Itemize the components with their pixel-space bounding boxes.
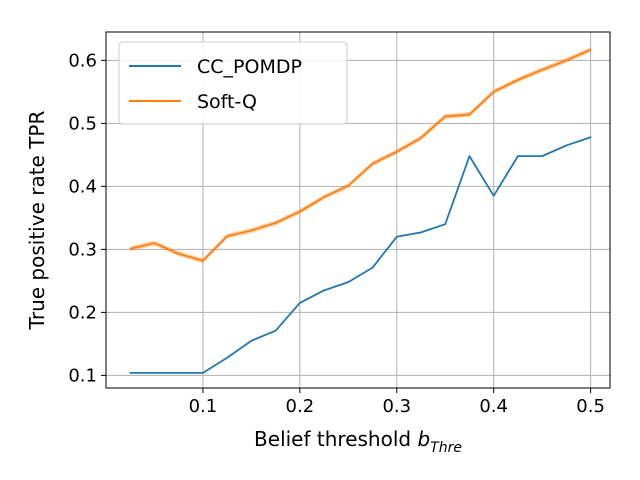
series-line-cc-pomdp: [130, 136, 591, 374]
data-point-cc-pomdp: [492, 195, 495, 197]
legend: CC_POMDP Soft-Q: [118, 41, 348, 125]
ticks: 0.1 0.2 0.3 0.4 0.5 0.1 0.2 0.3 0.4 0.5 0.6: [68, 50, 605, 417]
y-tick-label: 0.2: [68, 302, 97, 323]
x-tick-label: 0.2: [286, 396, 315, 417]
data-point-cc-pomdp: [177, 372, 180, 374]
data-point-soft-q: [177, 252, 180, 255]
legend-label-cc-pomdp: CC_POMDP: [197, 56, 302, 78]
data-point-soft-q: [299, 210, 301, 213]
data-point-soft-q: [323, 196, 325, 198]
data-point-cc-pomdp: [565, 144, 568, 147]
legend-box: [118, 41, 348, 125]
data-point-soft-q: [202, 259, 204, 262]
x-tick-label: 0.4: [479, 396, 508, 417]
y-tick-label: 0.4: [68, 176, 97, 197]
y-tick-label: 0.6: [68, 50, 97, 71]
y-axis-label: True positive rate TPR: [25, 111, 49, 331]
data-point-soft-q: [565, 59, 568, 62]
data-point-cc-pomdp: [323, 289, 325, 292]
data-point-soft-q: [226, 235, 228, 237]
data-point-cc-pomdp: [202, 372, 204, 374]
data-point-cc-pomdp: [371, 266, 374, 269]
x-axis-label: Belief threshold bThre: [254, 427, 462, 456]
series-line-soft-q: [130, 48, 591, 262]
data-point-cc-pomdp: [129, 372, 132, 374]
data-point-cc-pomdp: [153, 372, 156, 374]
x-tick-label: 0.1: [189, 396, 218, 417]
y-tick-label: 0.1: [68, 365, 97, 386]
data-point-soft-q: [468, 113, 471, 116]
data-point-cc-pomdp: [589, 136, 592, 139]
data-point-soft-q: [420, 137, 422, 139]
data-point-soft-q: [517, 79, 519, 81]
data-point-cc-pomdp: [468, 155, 471, 157]
data-point-cc-pomdp: [274, 329, 277, 332]
data-point-soft-q: [250, 229, 253, 232]
data-point-soft-q: [347, 184, 350, 187]
data-point-cc-pomdp: [299, 302, 301, 304]
data-point-cc-pomdp: [517, 155, 519, 157]
data-point-soft-q: [274, 222, 277, 224]
data-point-cc-pomdp: [395, 235, 398, 238]
data-point-soft-q: [371, 162, 374, 165]
data-point-soft-q: [395, 150, 398, 153]
data-point-cc-pomdp: [250, 339, 253, 342]
y-tick-label: 0.3: [68, 239, 97, 260]
data-point-cc-pomdp: [444, 223, 447, 225]
data-point-soft-q: [541, 69, 543, 71]
x-axis-symbol: b: [417, 427, 430, 451]
data-point-soft-q: [589, 48, 592, 51]
x-tick-label: 0.3: [382, 396, 411, 417]
data-point-cc-pomdp: [226, 356, 228, 359]
data-point-soft-q: [153, 242, 156, 244]
data-point-cc-pomdp: [541, 155, 543, 157]
series-lines: [129, 48, 592, 374]
legend-label-soft-q: Soft-Q: [197, 91, 257, 113]
data-point-soft-q: [444, 115, 447, 118]
plot-frame: [105, 31, 611, 389]
x-tick-label: 0.5: [576, 396, 605, 417]
data-point-cc-pomdp: [420, 231, 422, 234]
data-point-soft-q: [492, 91, 495, 93]
data-point-soft-q: [129, 247, 132, 250]
y-tick-label: 0.5: [68, 113, 97, 134]
x-axis-subscript: Thre: [430, 440, 462, 456]
data-point-cc-pomdp: [347, 281, 350, 283]
